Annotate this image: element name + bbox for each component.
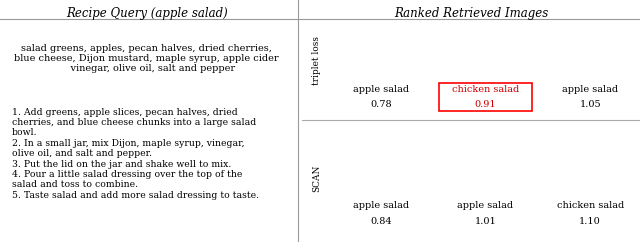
Text: 1.10: 1.10 bbox=[579, 217, 601, 226]
Text: Ranked Retrieved Images: Ranked Retrieved Images bbox=[394, 7, 548, 20]
Text: 1. Add greens, apple slices, pecan halves, dried
cherries, and blue cheese chunk: 1. Add greens, apple slices, pecan halve… bbox=[12, 108, 259, 200]
Text: 1.01: 1.01 bbox=[475, 217, 496, 226]
Text: 0.91: 0.91 bbox=[475, 100, 496, 109]
Text: chicken salad: chicken salad bbox=[557, 201, 624, 210]
Text: 1.05: 1.05 bbox=[579, 100, 601, 109]
Text: triplet loss: triplet loss bbox=[312, 36, 321, 85]
Text: 0.91: 0.91 bbox=[475, 100, 496, 109]
Text: apple salad: apple salad bbox=[458, 201, 513, 210]
Text: SCAN: SCAN bbox=[312, 164, 321, 192]
Text: apple salad: apple salad bbox=[353, 85, 409, 94]
Text: chicken salad: chicken salad bbox=[452, 85, 519, 94]
Text: 0.78: 0.78 bbox=[370, 100, 392, 109]
Text: salad greens, apples, pecan halves, dried cherries,
blue cheese, Dijon mustard, : salad greens, apples, pecan halves, drie… bbox=[14, 44, 279, 73]
Text: chicken salad: chicken salad bbox=[452, 85, 519, 94]
Text: apple salad: apple salad bbox=[562, 85, 618, 94]
Text: apple salad: apple salad bbox=[353, 201, 409, 210]
Text: Recipe Query (apple salad): Recipe Query (apple salad) bbox=[66, 7, 227, 20]
Text: 0.84: 0.84 bbox=[370, 217, 392, 226]
